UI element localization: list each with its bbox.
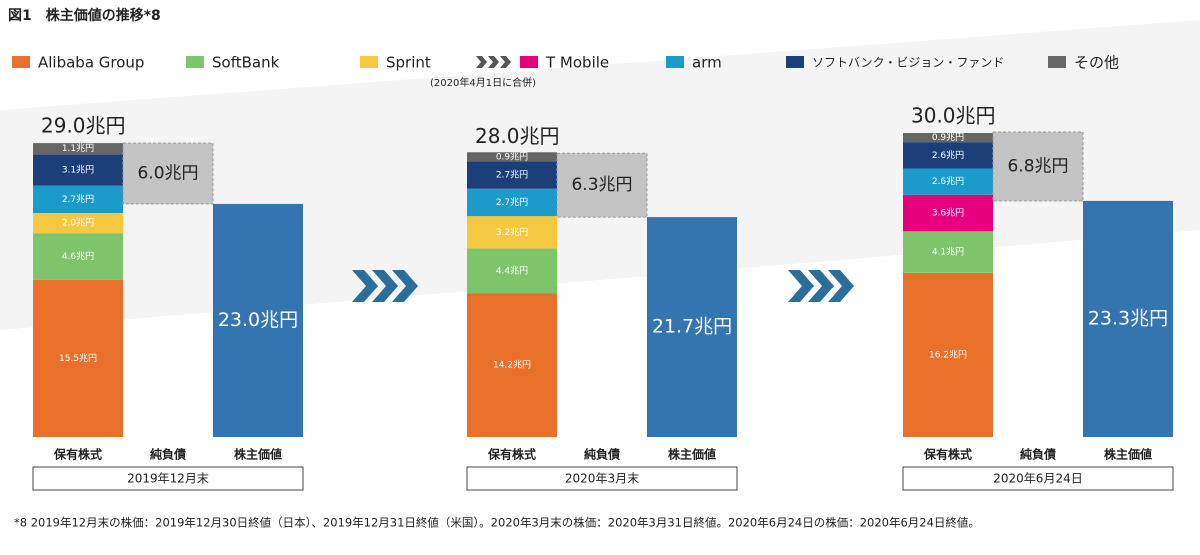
segment-label: 4.1兆円 [932, 247, 964, 258]
legend-swatch [786, 56, 804, 68]
segment-label: 2.6兆円 [932, 150, 964, 161]
stack-segment [903, 142, 993, 169]
equity-bar [647, 217, 737, 437]
segment-label: 3.2兆円 [496, 227, 528, 238]
segment-label: 2.7兆円 [496, 170, 528, 181]
segment-label: 4.6兆円 [62, 251, 94, 262]
stack-segment [33, 233, 123, 280]
legend-arrows [476, 56, 511, 68]
segment-label: 0.9兆円 [932, 132, 964, 143]
stack-segment [903, 194, 993, 232]
legend-swatch [186, 56, 204, 68]
stack-segment [467, 293, 557, 437]
period-box [466, 466, 738, 491]
segment-label: 3.6兆円 [932, 208, 964, 219]
stack-segment [467, 248, 557, 294]
legend-label: その他 [1074, 54, 1119, 72]
segment-label: 14.2兆円 [493, 360, 531, 371]
total-label: 30.0兆円 [911, 104, 996, 128]
bar-label: 純負債 [150, 447, 186, 462]
net-debt-label: 6.3兆円 [571, 175, 632, 195]
period-box [902, 466, 1174, 491]
bar-label: 保有株式 [53, 447, 102, 462]
equity-bar [213, 203, 303, 437]
stack-segment [33, 143, 123, 155]
segment-label: 15.5兆円 [59, 353, 97, 364]
legend-swatch [1048, 56, 1066, 68]
segment-label: 16.2兆円 [929, 349, 967, 360]
equity-bar [1083, 200, 1173, 437]
stack-segment [33, 213, 123, 234]
net-debt-label: 6.8兆円 [1007, 156, 1068, 176]
period-box [32, 466, 304, 491]
period-label: 2019年12月末 [127, 472, 209, 486]
legend-label: T Mobile [545, 54, 609, 72]
stack-segment [467, 188, 557, 217]
stack-segment [903, 231, 993, 273]
stack-segment [903, 168, 993, 195]
bar-label: 純負債 [1020, 447, 1056, 462]
period-label: 2020年6月24日 [993, 472, 1082, 486]
bar-label: 保有株式 [923, 447, 972, 462]
net-debt-box [992, 131, 1084, 202]
segment-label: 0.9兆円 [496, 151, 528, 162]
stack-segment [467, 161, 557, 189]
bar-label: 保有株式 [487, 447, 536, 462]
stack-segment [33, 185, 123, 214]
equity-label: 21.7兆円 [652, 316, 732, 338]
legend-label: arm [692, 54, 722, 72]
footnote: *8 2019年12月末の株価：2019年12月30日終値（日本）、2019年1… [14, 516, 980, 530]
stack-segment [33, 154, 123, 186]
segment-label: 4.4兆円 [496, 265, 528, 276]
segment-label: 3.1兆円 [62, 164, 94, 175]
legend-label: Alibaba Group [38, 54, 144, 72]
stack-segment [467, 152, 557, 162]
period-label: 2020年3月末 [565, 472, 639, 486]
legend-label: Sprint [386, 54, 431, 72]
segment-label: 2.0兆円 [62, 218, 94, 229]
segment-label: 1.1兆円 [62, 143, 94, 154]
legend-swatch [520, 56, 538, 68]
equity-label: 23.3兆円 [1088, 307, 1168, 329]
bar-label: 純負債 [584, 447, 620, 462]
net-debt-box [556, 152, 648, 218]
stack-segment [903, 133, 993, 143]
legend-swatch [12, 56, 30, 68]
legend-swatch [666, 56, 684, 68]
bar-label: 株主価値 [1104, 447, 1152, 462]
stack-segment [903, 272, 993, 437]
chart-title: 図1 株主価値の推移*8 [8, 7, 161, 24]
legend-swatch [360, 56, 378, 68]
segment-label: 2.6兆円 [932, 176, 964, 187]
equity-label: 23.0兆円 [218, 309, 298, 331]
period-arrows [352, 270, 854, 302]
total-label: 28.0兆円 [475, 124, 560, 148]
legend-label: ソフトバンク・ビジョン・ファンド [812, 56, 1004, 70]
segment-label: 2.7兆円 [62, 194, 94, 205]
stack-segment [467, 216, 557, 249]
segment-label: 2.7兆円 [496, 197, 528, 208]
bar-label: 株主価値 [234, 447, 282, 462]
total-label: 29.0兆円 [41, 114, 126, 138]
legend-note: (2020年4月1日に合併) [430, 76, 536, 89]
net-debt-box [122, 142, 214, 205]
legend-label: SoftBank [212, 54, 280, 72]
stack-segment [33, 279, 123, 437]
bar-label: 株主価値 [668, 447, 716, 462]
net-debt-label: 6.0兆円 [137, 164, 198, 184]
